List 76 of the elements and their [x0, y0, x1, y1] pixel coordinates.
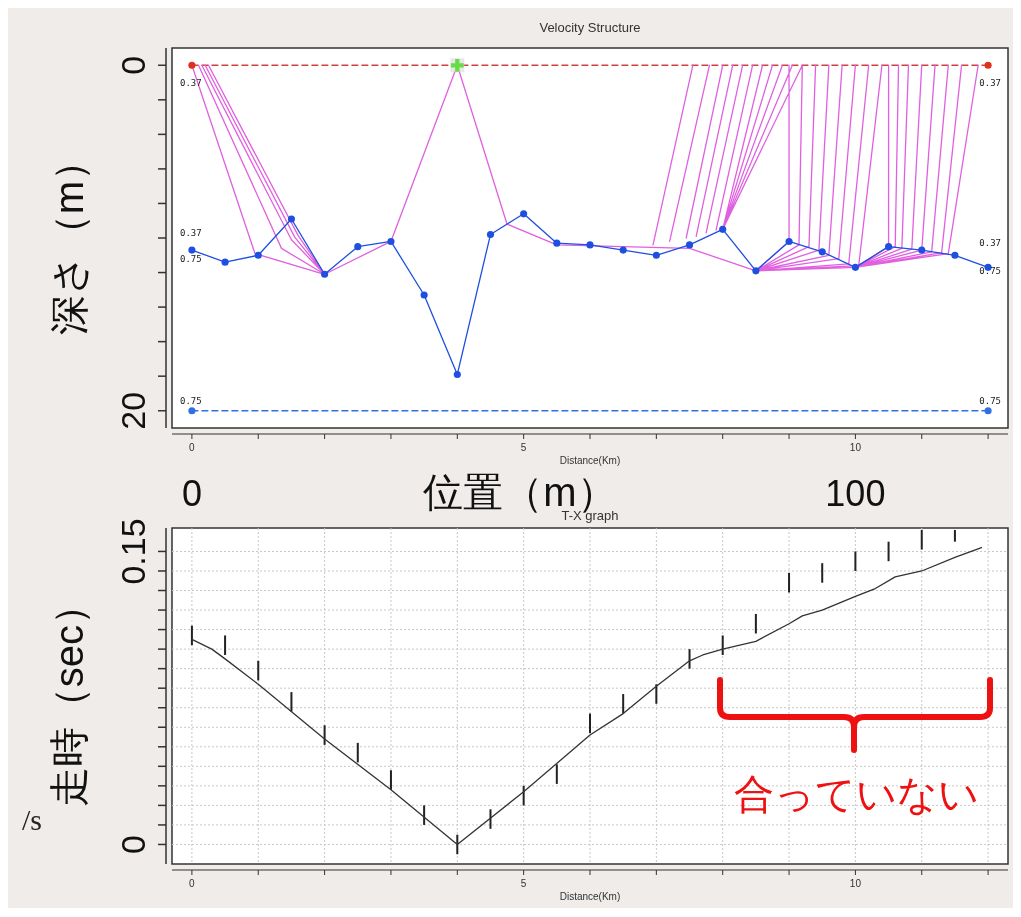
bar — [622, 694, 625, 714]
annotation: 0.75 — [180, 396, 202, 406]
point — [486, 230, 495, 239]
y-tick-label: 20 — [113, 391, 152, 430]
bar — [754, 613, 757, 634]
point — [752, 267, 760, 275]
bar — [555, 764, 558, 784]
bar — [257, 660, 260, 681]
bar — [821, 563, 824, 583]
x-axis-title: Distance(Km) — [559, 455, 621, 466]
point — [652, 251, 660, 259]
text: /s — [21, 803, 43, 836]
x-tick-label: 10 — [849, 878, 862, 889]
x2-tick-label: 100 — [825, 473, 886, 514]
chart-title: Velocity Structure — [539, 20, 641, 35]
point — [685, 241, 694, 249]
bar — [953, 529, 956, 542]
bar — [788, 572, 791, 593]
point — [918, 246, 926, 254]
bar — [356, 742, 359, 763]
point — [885, 243, 893, 251]
point — [221, 258, 229, 266]
y-tick-label: 0 — [113, 835, 152, 854]
y-tick-label: 0.15 — [113, 518, 152, 585]
y-tick-label: 0 — [113, 55, 152, 75]
point — [785, 237, 793, 246]
bar — [224, 635, 227, 655]
bar — [389, 770, 392, 790]
x-tick-label: 0 — [189, 878, 196, 889]
point — [851, 263, 859, 271]
point — [453, 370, 461, 379]
annotation: 0.75 — [979, 396, 1001, 406]
x-tick-label: 0 — [189, 442, 196, 453]
point — [719, 225, 727, 233]
annotation: 0.37 — [180, 78, 202, 88]
bar — [190, 625, 193, 646]
x-tick-label: 10 — [849, 442, 862, 453]
point — [586, 241, 594, 249]
point — [818, 248, 826, 256]
bar — [854, 551, 857, 571]
bar — [688, 649, 691, 669]
x-tick-label: 5 — [520, 878, 527, 889]
point — [553, 239, 561, 247]
bar — [489, 809, 492, 829]
annotation: 合っていない — [733, 772, 979, 816]
annotation: 0.37 — [979, 78, 1001, 88]
bar — [323, 725, 326, 745]
bar — [423, 805, 426, 825]
point — [354, 243, 362, 251]
point — [387, 237, 395, 246]
y-axis-title: 走時（sec） — [46, 584, 91, 808]
point — [188, 61, 196, 69]
x2-tick-label: 0 — [181, 473, 202, 514]
annotation: 0.75 — [180, 254, 202, 264]
annotation: 0.75 — [979, 266, 1001, 276]
bar — [920, 529, 923, 550]
bar — [290, 692, 293, 712]
point — [420, 291, 428, 299]
point — [520, 210, 528, 218]
point — [254, 251, 262, 259]
line-series — [191, 546, 983, 846]
bar — [589, 713, 591, 734]
point — [619, 246, 627, 254]
point — [951, 251, 959, 259]
annotation: 0.37 — [979, 238, 1001, 248]
point — [984, 61, 992, 69]
point — [287, 215, 295, 223]
point — [321, 270, 329, 278]
x-axis-title: Distance(Km) — [559, 891, 621, 902]
y-axis-title: 深さ（m） — [46, 140, 91, 336]
bar — [887, 541, 890, 562]
point — [188, 246, 196, 254]
point — [984, 407, 992, 415]
point — [188, 407, 196, 415]
x-tick-label: 5 — [520, 442, 527, 453]
annotation: 0.37 — [180, 228, 202, 238]
